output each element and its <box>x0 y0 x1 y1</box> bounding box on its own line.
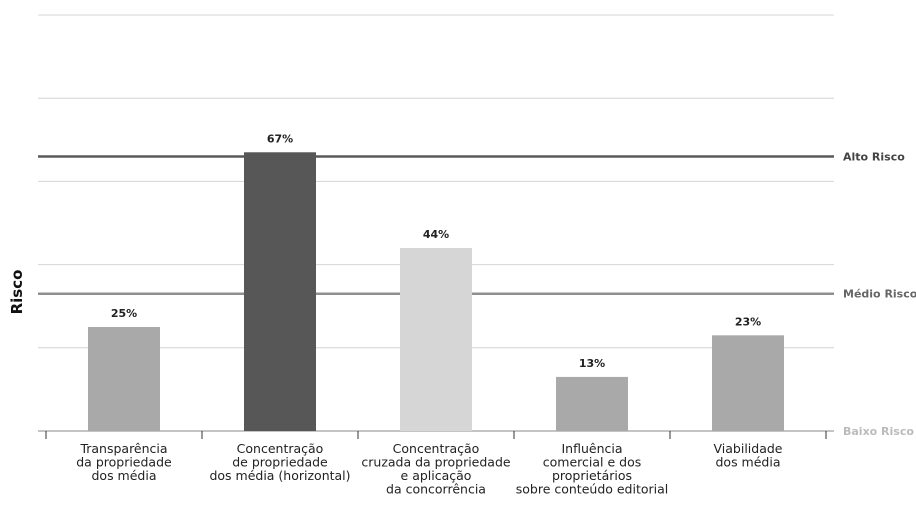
category-label: Influência comercial e dos proprietários so… <box>516 441 669 497</box>
bar <box>88 327 160 431</box>
bar <box>244 152 316 431</box>
threshold-label: Baixo Risco <box>843 425 914 438</box>
category-label: Concentração cruzada da propriedade e apli… <box>361 441 511 497</box>
value-label: 44% <box>423 228 449 241</box>
bar <box>712 335 784 431</box>
bar <box>556 376 628 431</box>
category-label: Concentração de propriedade dos média (hor… <box>209 441 350 483</box>
threshold-label: Alto Risco <box>843 150 905 163</box>
category-labels: Transparência da propriedade dos média Conc… <box>76 441 783 497</box>
threshold-label: Médio Risco <box>843 288 916 301</box>
threshold-lines: Alto Risco Médio Risco Baixo Risco <box>38 150 916 438</box>
bars: 25% 67% 44% 13% 23% <box>88 132 784 431</box>
value-label: 13% <box>579 357 605 370</box>
x-axis <box>45 431 827 439</box>
category-label: Transparência da propriedade dos média <box>76 441 172 483</box>
category-label: Viabilidade dos média <box>714 441 783 470</box>
value-label: 25% <box>111 307 137 320</box>
value-label: 67% <box>267 132 293 145</box>
gridlines <box>38 14 834 349</box>
value-label: 23% <box>735 315 761 328</box>
bar <box>400 247 472 431</box>
y-axis-title: Risco <box>8 270 26 315</box>
